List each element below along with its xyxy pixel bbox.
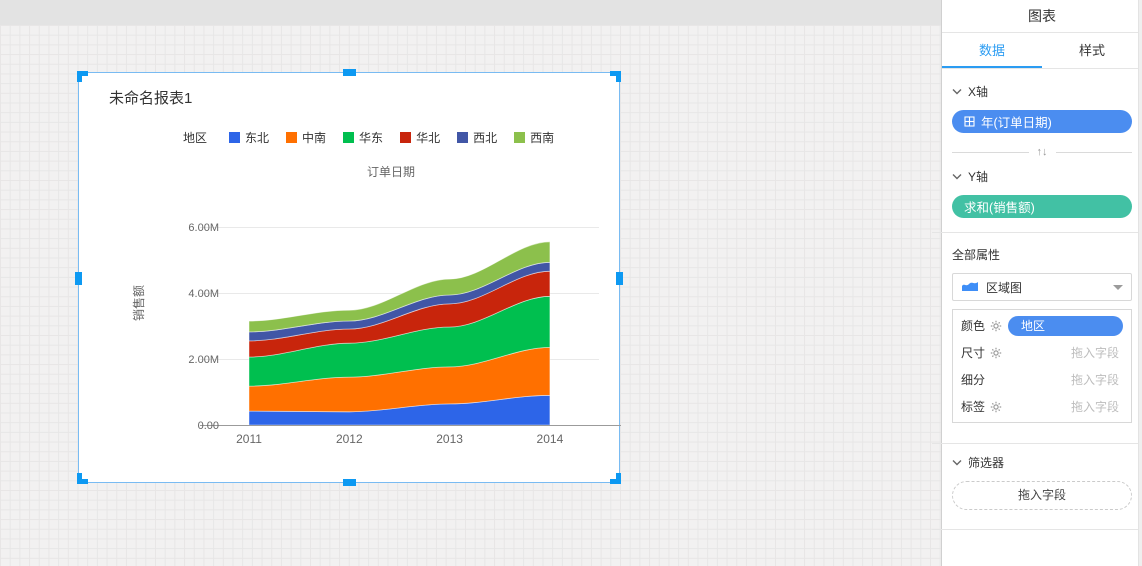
legend-swatch: [400, 132, 412, 143]
y-axis-section: Y轴 求和(销售额): [942, 168, 1142, 218]
x-tick-label: 2014: [537, 432, 564, 446]
filter-section-label: 筛选器: [968, 456, 1005, 470]
attr-row-color: 颜色 地区: [953, 312, 1131, 339]
divider-line: [1055, 151, 1132, 153]
legend-label: 中南: [302, 131, 327, 145]
label-drop-target[interactable]: 拖入字段: [1070, 400, 1119, 414]
gear-icon[interactable]: [990, 320, 1002, 332]
chevron-down-icon: [952, 173, 962, 180]
area-chart-icon: [961, 279, 979, 295]
section-divider: [932, 232, 1142, 233]
size-drop-target[interactable]: 拖入字段: [1070, 346, 1119, 360]
y-axis-field-pill[interactable]: 求和(销售额): [952, 195, 1132, 218]
attr-row-size: 尺寸 拖入字段: [953, 339, 1131, 366]
resize-handle-bottom[interactable]: [343, 479, 356, 486]
chart-settings-panel: 图表 数据 样式 X轴 年(订单日期) ↑↓: [932, 0, 1142, 566]
chart-widget[interactable]: 未命名报表1 地区 东北 中南 华东 华北 西北 西南 订单日期 0.00 2.00M 4.0…: [75, 69, 623, 486]
axis-swap-divider: ↑↓: [952, 146, 1132, 158]
legend-swatch: [457, 132, 469, 143]
y-tick-label: 6.00M: [188, 222, 219, 234]
section-divider: [932, 529, 1142, 530]
resize-handle-top-left[interactable]: [77, 71, 88, 82]
filter-section: 筛选器 拖入字段: [942, 454, 1142, 510]
x-tick-label: 2011: [236, 432, 262, 446]
legend-swatch: [343, 132, 355, 143]
panel-scrollbar[interactable]: [1138, 0, 1142, 566]
legend-label: 西北: [473, 131, 498, 145]
tab-style[interactable]: 样式: [1078, 43, 1105, 58]
y-axis-title: 销售额: [131, 285, 146, 321]
y-axis-section-header[interactable]: Y轴: [952, 168, 1132, 185]
y-axis-field-label: 求和(销售额): [964, 201, 1035, 215]
attr-label-size: 尺寸: [961, 346, 986, 360]
chart-type-label: 区域图: [986, 280, 1023, 295]
stacked-area-chart: 0.00 2.00M 4.00M 6.00M 2011 2012 2013 2014 销售额: [131, 222, 621, 446]
x-axis-field-pill[interactable]: 年(订单日期): [952, 110, 1132, 133]
resize-handle-left[interactable]: [75, 271, 82, 285]
tab-data[interactable]: 数据: [942, 33, 1042, 68]
resize-handle-bottom-left[interactable]: [77, 473, 88, 484]
chevron-down-icon: [952, 88, 962, 95]
resize-handle-top[interactable]: [343, 69, 356, 76]
x-axis-field-label: 年(订单日期): [981, 116, 1052, 130]
panel-tabs: 数据 样式: [942, 33, 1142, 69]
legend-item[interactable]: 东北: [229, 129, 269, 146]
swap-axes-icon[interactable]: ↑↓: [1036, 146, 1048, 158]
design-canvas[interactable]: 未命名报表1 地区 东北 中南 华东 华北 西北 西南 订单日期 0.00 2.00M 4.0…: [0, 0, 941, 566]
properties-section: 全部属性 区域图 颜色 地区 尺寸: [942, 246, 1142, 423]
attributes-box: 颜色 地区 尺寸 拖入字段 细分 拖入字段: [952, 309, 1132, 423]
y-axis-section-label: Y轴: [968, 170, 989, 184]
x-axis-section: X轴 年(订单日期) ↑↓: [942, 83, 1142, 158]
detail-drop-target[interactable]: 拖入字段: [1070, 373, 1119, 387]
legend-swatch: [229, 132, 241, 143]
y-tick-label: 4.00M: [188, 288, 219, 300]
legend-swatch: [286, 132, 298, 143]
chevron-down-icon: [1113, 284, 1123, 290]
field-grid-icon: [964, 116, 975, 127]
y-tick-label: 2.00M: [188, 354, 219, 366]
x-axis-title: 订单日期: [366, 165, 416, 179]
x-tick-label: 2013: [436, 432, 463, 446]
chart-title: 未命名报表1: [109, 90, 193, 107]
legend-item[interactable]: 华东: [343, 129, 383, 146]
y-tick-label: 0.00: [198, 420, 219, 432]
attr-label-label: 标签: [961, 400, 986, 414]
legend-item[interactable]: 西北: [457, 129, 497, 146]
legend-item[interactable]: 中南: [286, 129, 326, 146]
attr-row-label: 标签 拖入字段: [953, 393, 1131, 420]
divider-line: [952, 151, 1029, 153]
legend-item[interactable]: 西南: [514, 129, 554, 146]
resize-handle-bottom-right[interactable]: [610, 473, 621, 484]
chevron-down-icon: [952, 459, 962, 466]
legend-item[interactable]: 华北: [400, 129, 440, 146]
resize-handle-right[interactable]: [616, 271, 623, 285]
section-divider: [932, 443, 1142, 444]
legend-title: 地区: [183, 131, 208, 145]
legend-label: 华北: [416, 131, 441, 145]
resize-handle-top-right[interactable]: [610, 71, 621, 82]
gear-icon[interactable]: [990, 401, 1002, 413]
legend-label: 华东: [359, 131, 384, 145]
panel-title: 图表: [942, 0, 1142, 33]
color-field-pill[interactable]: 地区: [1008, 315, 1123, 336]
legend-label: 东北: [245, 131, 270, 145]
attr-row-detail: 细分 拖入字段: [953, 366, 1131, 393]
legend-label: 西南: [530, 131, 555, 145]
canvas-top-strip: [0, 0, 941, 25]
attr-label-color: 颜色: [961, 319, 986, 333]
x-axis-section-header[interactable]: X轴: [952, 83, 1132, 100]
legend-swatch: [514, 132, 526, 143]
x-tick-label: 2012: [336, 432, 363, 446]
attr-label-detail: 细分: [961, 373, 986, 387]
gear-icon[interactable]: [990, 347, 1002, 359]
chart-legend: 地区 东北 中南 华东 华北 西北 西南: [183, 129, 571, 146]
x-axis-section-label: X轴: [968, 85, 989, 99]
filter-drop-zone[interactable]: 拖入字段: [952, 481, 1132, 510]
area-series-西南[interactable]: [248, 241, 551, 333]
chart-type-dropdown[interactable]: 区域图: [952, 273, 1132, 301]
all-properties-label: 全部属性: [952, 248, 1001, 262]
filter-section-header[interactable]: 筛选器: [952, 454, 1132, 471]
